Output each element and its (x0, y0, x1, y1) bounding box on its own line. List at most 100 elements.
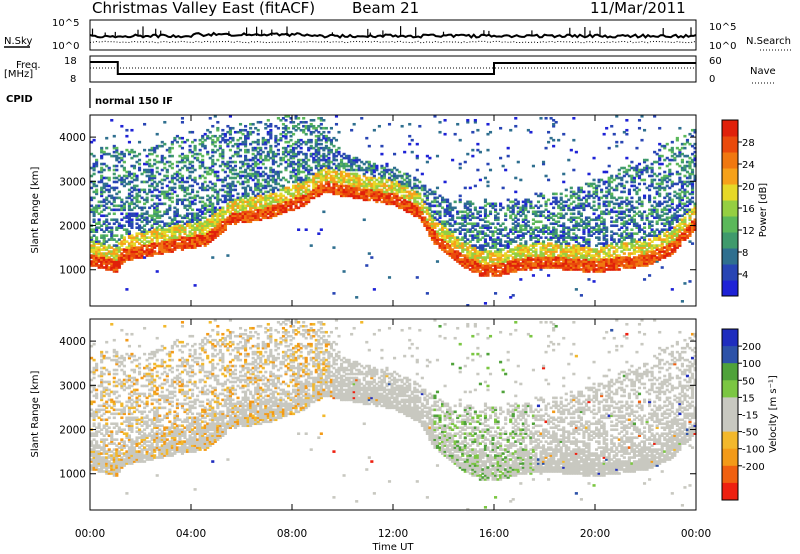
power-cell (201, 236, 205, 239)
power-cell (453, 206, 457, 210)
power-cell (302, 180, 306, 184)
power-cell (143, 206, 147, 210)
power-cell (208, 186, 212, 190)
power-cell (150, 250, 154, 253)
power-cell (261, 186, 265, 190)
power-cell (453, 246, 457, 249)
power-cell (271, 150, 275, 154)
station-title: Christmas Valley East (fitACF) (92, 0, 315, 17)
power-cell (355, 192, 359, 196)
power-cell (137, 256, 142, 259)
power-cell (203, 186, 207, 190)
power-cell (299, 176, 303, 180)
power-cell (387, 198, 392, 202)
power-cell (175, 224, 179, 228)
power-cell (350, 128, 354, 132)
power-cell (410, 206, 414, 210)
power-cell (466, 222, 470, 226)
power-cell (168, 146, 172, 150)
power-cell (307, 176, 311, 180)
power-cell (304, 180, 308, 184)
power-cell (360, 178, 364, 182)
power-cell (130, 156, 134, 160)
power-cell (223, 198, 227, 202)
power-cell (236, 212, 240, 216)
power-cell (244, 158, 248, 162)
power-cell (183, 204, 187, 208)
power-cell (261, 162, 265, 166)
power-cell (203, 244, 207, 247)
power-cell (337, 192, 341, 196)
power-cell (309, 152, 313, 156)
power-cell (317, 174, 321, 178)
power-cell (105, 196, 109, 200)
power-cell (95, 222, 99, 226)
power-cell (496, 274, 500, 277)
power-cell (276, 210, 280, 214)
power-cell (387, 176, 392, 180)
power-cell (286, 204, 291, 208)
power-cell (443, 240, 447, 243)
power-cell (483, 272, 488, 275)
power-cell (360, 160, 364, 164)
power-cell (324, 164, 328, 168)
power-cell (107, 212, 111, 216)
power-cell (461, 222, 465, 226)
power-cell (499, 262, 503, 265)
power-cell (158, 252, 162, 255)
power-cell (198, 176, 202, 180)
power-cell (410, 150, 414, 154)
power-cell (393, 196, 397, 200)
power-cell (244, 168, 248, 172)
power-cell (491, 246, 495, 249)
power-cell (516, 258, 520, 261)
power-cell (309, 146, 313, 150)
power-cell (443, 200, 447, 204)
power-cell (206, 236, 210, 239)
power-cell (165, 174, 169, 178)
power-cell (307, 192, 311, 196)
power-cell (476, 224, 480, 228)
power-cell (481, 268, 485, 271)
power-cell (289, 192, 293, 196)
power-cell (170, 174, 174, 178)
power-cell (107, 166, 111, 170)
power-cell (135, 200, 139, 204)
power-cell (289, 150, 293, 154)
power-cell (163, 178, 167, 182)
power-cell (473, 266, 477, 269)
power-cell (274, 212, 278, 216)
power-cell (423, 220, 427, 224)
power-cell (418, 214, 422, 218)
power-cell (382, 168, 387, 172)
power-cell (332, 186, 336, 190)
power-cell (355, 156, 359, 160)
power-cell (519, 254, 523, 257)
power-cell (519, 248, 523, 251)
power-cell (463, 264, 467, 267)
power-cell (602, 132, 606, 136)
power-cell (297, 158, 301, 162)
power-cell (120, 234, 124, 237)
power-cell (213, 220, 217, 224)
power-cell (271, 212, 275, 216)
power-cell (501, 186, 505, 190)
power-cell (196, 222, 200, 226)
power-cell (395, 180, 399, 184)
power-cell (491, 204, 495, 208)
power-cell (244, 124, 248, 128)
power-cell (198, 222, 202, 226)
power-cell (100, 162, 104, 166)
power-cell (175, 164, 179, 168)
power-cell (488, 204, 493, 208)
power-cell (420, 206, 424, 210)
power-cell (238, 204, 243, 208)
power-cell (317, 152, 321, 156)
power-cell (271, 170, 275, 174)
power-cell (403, 182, 407, 186)
power-cell (504, 234, 508, 237)
power-cell (246, 180, 250, 184)
power-cell (193, 178, 197, 182)
power-cell (198, 138, 202, 142)
power-cell (241, 206, 245, 210)
